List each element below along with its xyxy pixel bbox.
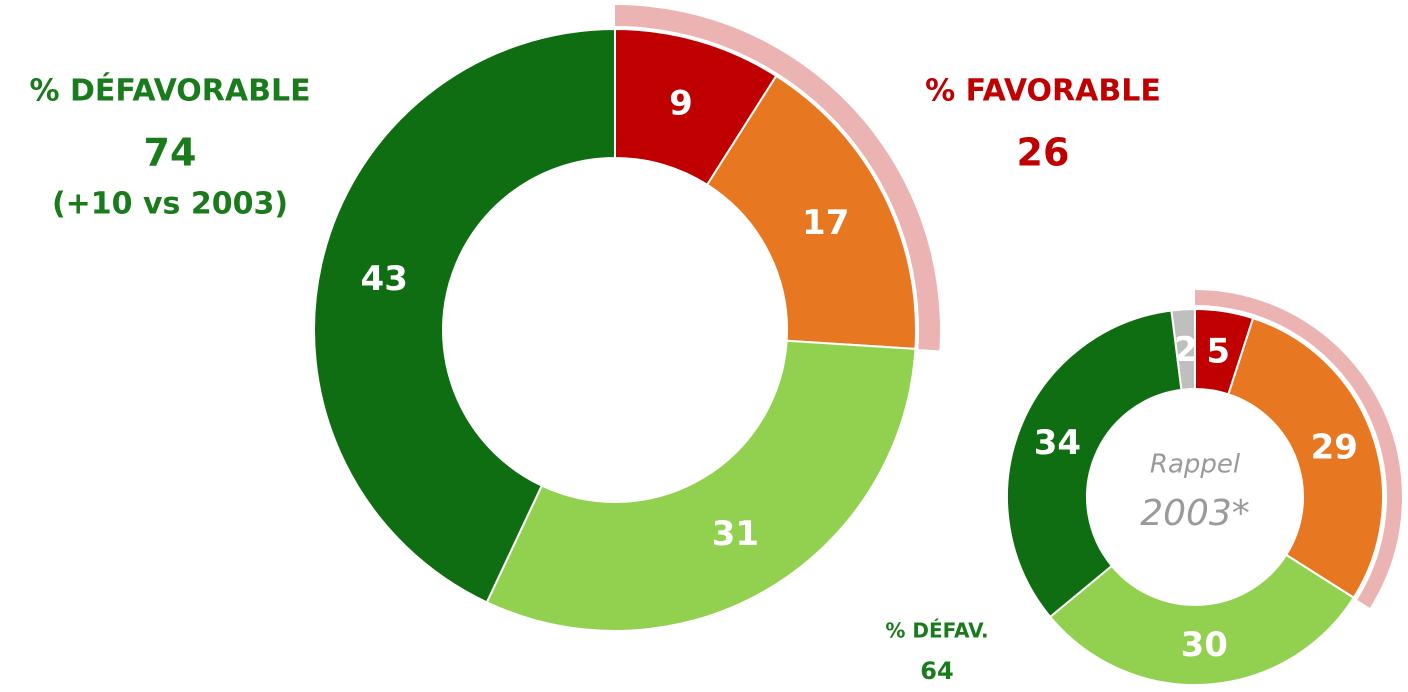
favorable-total: 26 <box>1017 131 1070 175</box>
center-label: Rappel <box>1150 450 1241 480</box>
marks: 9 17 31 43 5 29 30 34 2 <box>313 5 1402 686</box>
segment-label: 43 <box>361 259 408 299</box>
donut-segment <box>1006 309 1183 619</box>
center-label: 2003* <box>1140 493 1250 534</box>
unfavorable-label: % DÉFAV. <box>885 619 988 643</box>
donut-segment <box>705 74 917 350</box>
segment-label: 29 <box>1311 427 1358 467</box>
segment-label: 9 <box>669 83 693 123</box>
segment-label: 31 <box>712 514 759 554</box>
unfavorable-label: % DÉFAVORABLE <box>29 73 310 109</box>
favorable-band <box>1195 290 1402 608</box>
donut-segment <box>1048 553 1356 686</box>
segment-label: 2 <box>1174 330 1198 370</box>
segment-label: 17 <box>802 203 849 243</box>
donut-segment <box>313 27 616 604</box>
donut-segment <box>485 339 917 632</box>
segment-label: 34 <box>1034 423 1081 463</box>
donut-segment <box>1227 316 1384 600</box>
donut-segment <box>1170 307 1196 391</box>
segment-label: 5 <box>1206 331 1230 371</box>
unfavorable-total: 74 <box>144 131 197 175</box>
unfavorable-total: 64 <box>920 657 953 685</box>
favorable-label: % FAVORABLE <box>925 74 1161 109</box>
segment-label: 30 <box>1181 625 1228 665</box>
comparison: (+10 vs 2003) <box>52 187 288 222</box>
